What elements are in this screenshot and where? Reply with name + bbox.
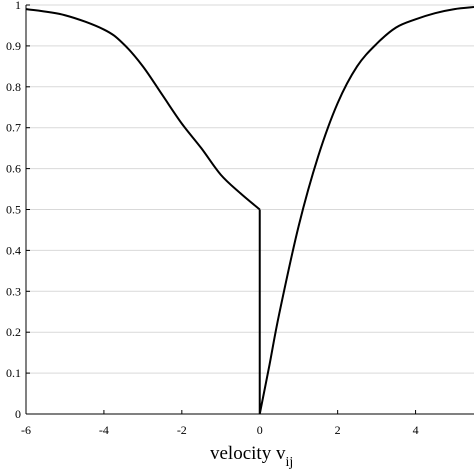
y-tick-label: 1 <box>15 0 21 12</box>
x-tick-labels: -6 -4 -2 0 2 4 <box>21 423 419 437</box>
grid-lines <box>26 4 474 374</box>
y-tick-label: 0.3 <box>6 284 21 298</box>
x-tick-label: 0 <box>257 423 263 437</box>
y-tick-label: 0 <box>15 407 21 421</box>
x-axis-label-subscript: ij <box>285 455 293 470</box>
x-tick-label: -4 <box>99 423 109 437</box>
y-tick-label: 0.6 <box>6 162 21 176</box>
y-tick-label: 0.1 <box>6 366 21 380</box>
series-line <box>25 6 474 415</box>
y-tick-label: 0.8 <box>6 80 21 94</box>
y-tick-labels: 0 0.1 0.2 0.3 0.4 0.5 0.6 0.7 0.8 0.9 1 <box>6 0 21 421</box>
x-tick-label: -6 <box>21 423 31 437</box>
x-tick-label: -2 <box>177 423 187 437</box>
y-tick-label: 0.9 <box>6 39 21 53</box>
axes <box>25 4 474 415</box>
y-tick-label: 0.4 <box>6 243 21 257</box>
x-tick-label: 4 <box>413 423 419 437</box>
y-tick-label: 0.2 <box>6 325 21 339</box>
y-tick-label: 0.5 <box>6 203 21 217</box>
x-axis-label-main: velocity v <box>210 443 286 464</box>
x-tick-label: 2 <box>335 423 341 437</box>
series-lines <box>25 6 474 415</box>
x-axis-label: velocity vij <box>210 443 293 470</box>
y-tick-label: 0.7 <box>6 121 21 135</box>
